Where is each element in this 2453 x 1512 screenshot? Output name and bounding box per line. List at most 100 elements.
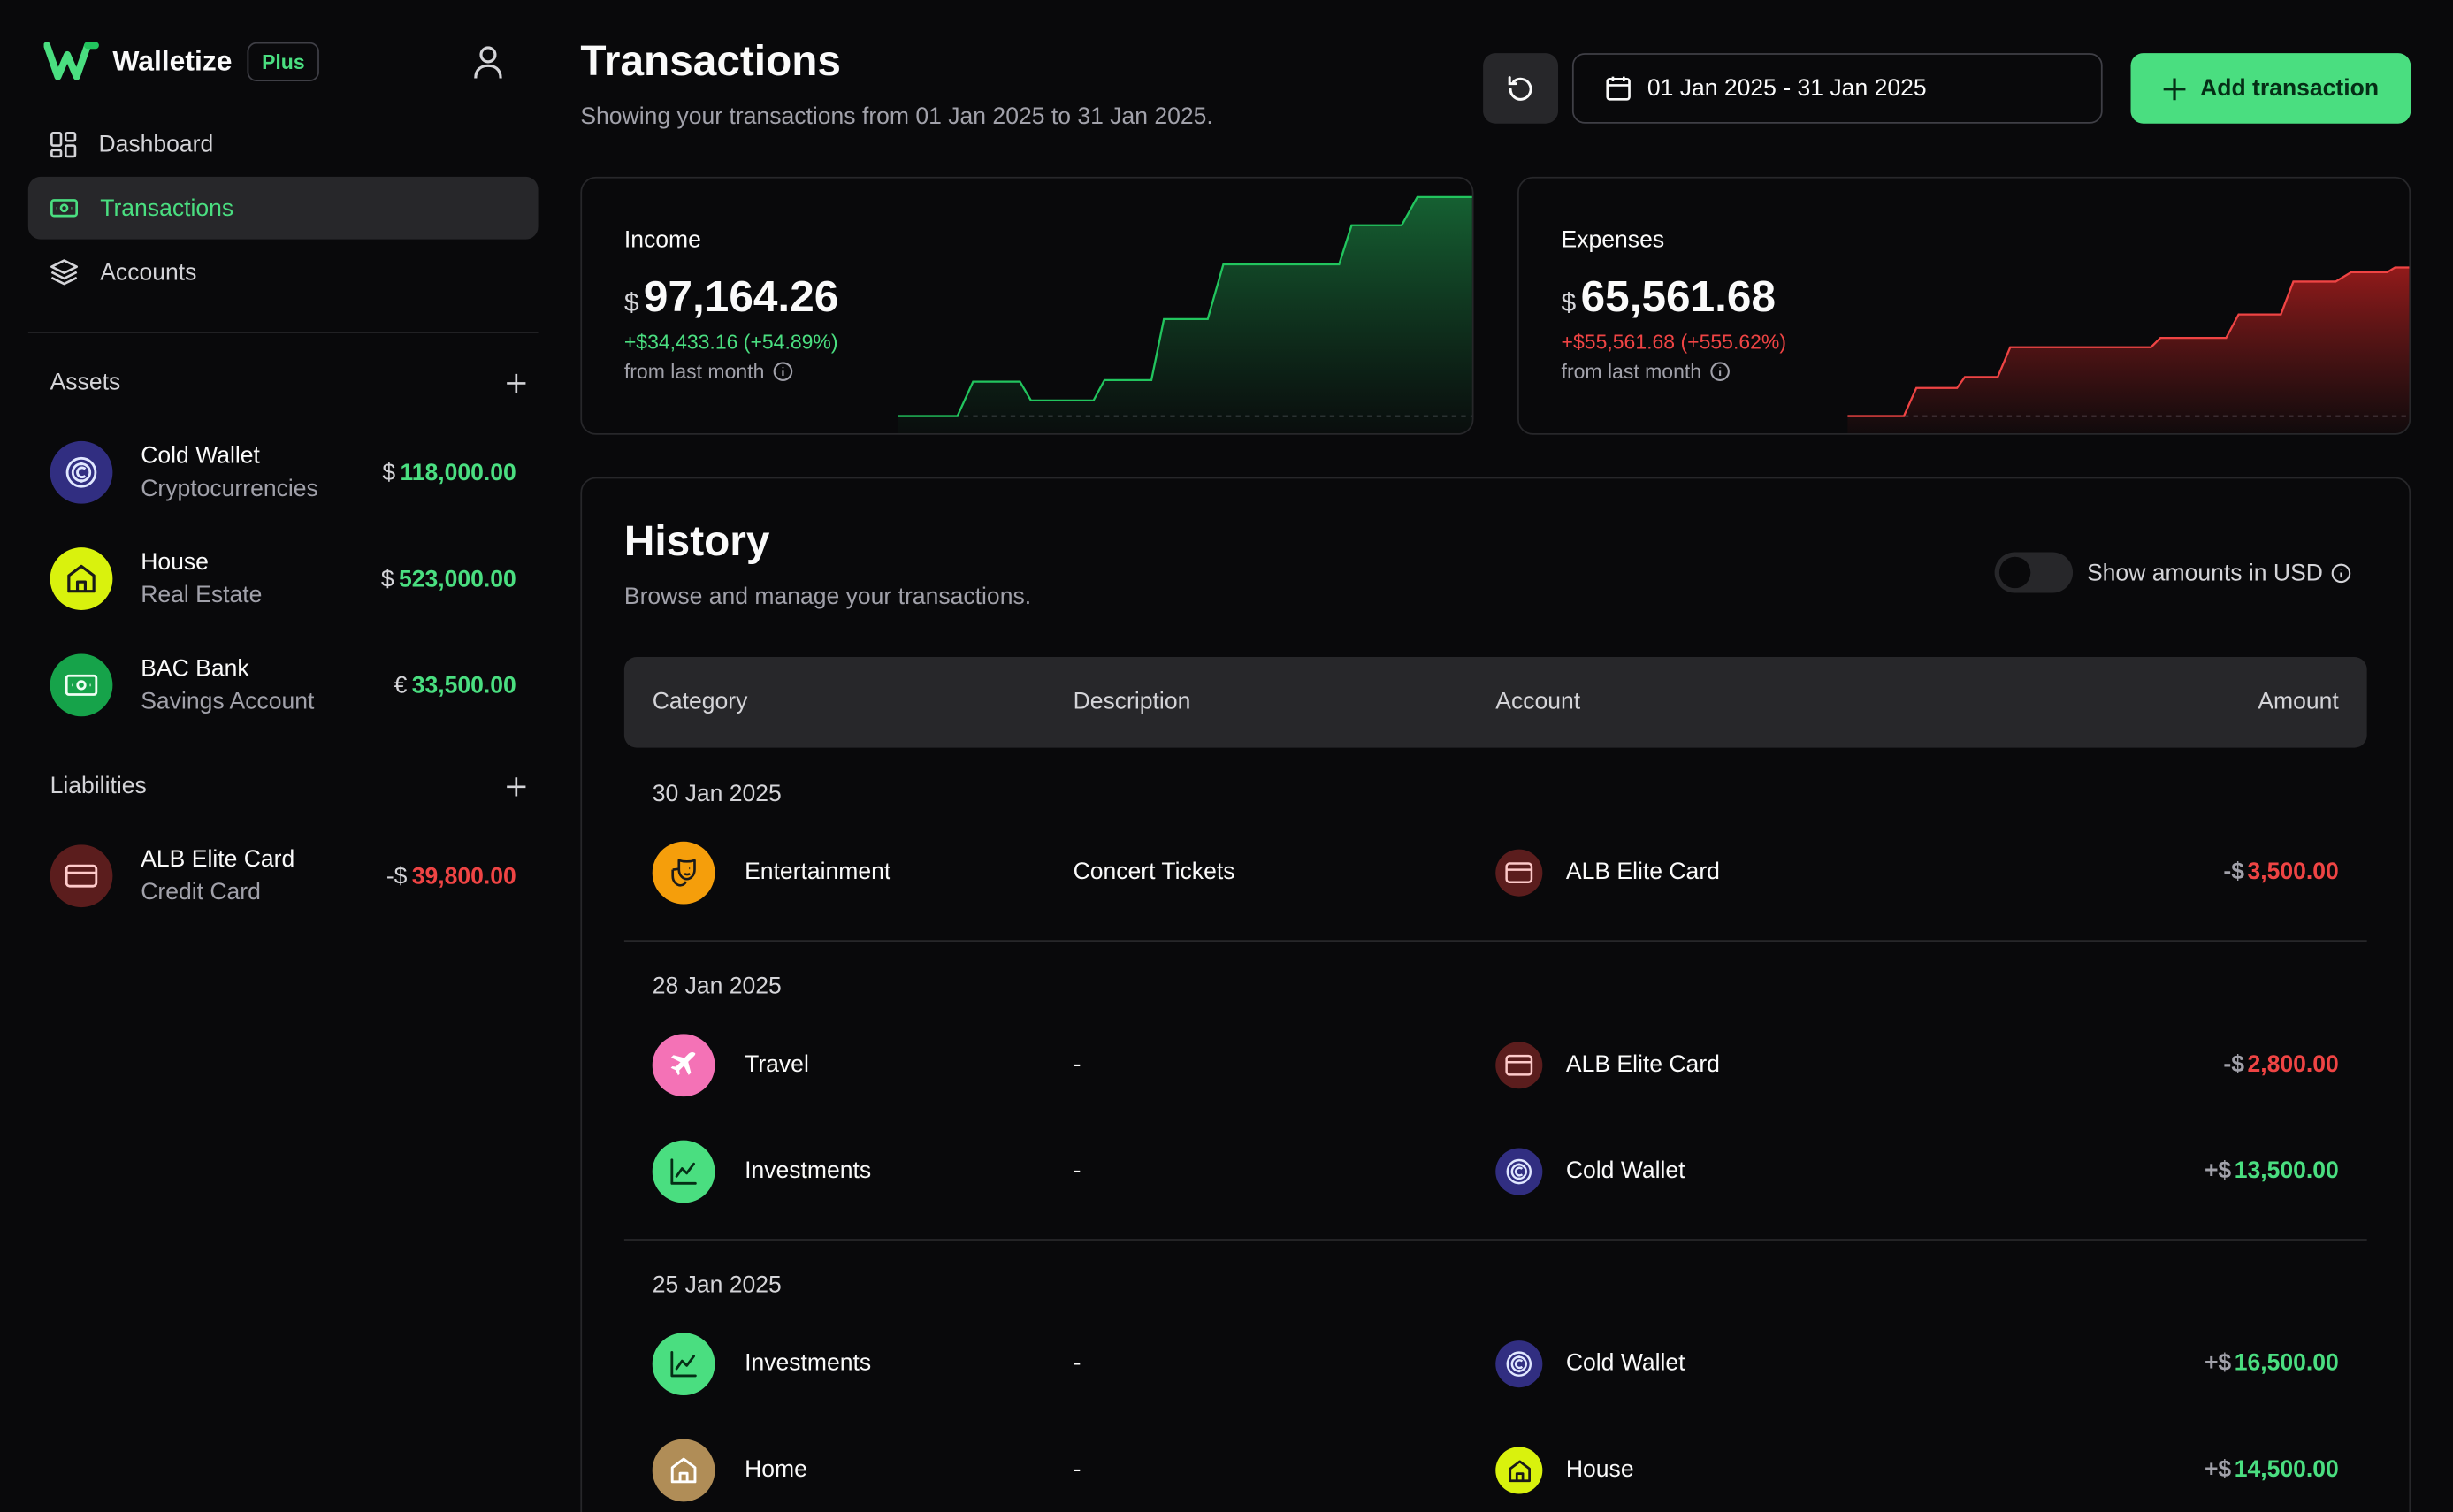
- account-balance: €33,500.00: [394, 671, 516, 699]
- credit-card-icon: [1495, 849, 1543, 897]
- column-header-amount[interactable]: Amount: [2258, 688, 2339, 715]
- usd-toggle-switch[interactable]: [1994, 552, 2074, 593]
- account-item-cold-wallet[interactable]: Cold Wallet Cryptocurrencies $118,000.00: [50, 438, 516, 507]
- account-name: BAC Bank: [141, 655, 249, 683]
- banknote-icon: [50, 199, 79, 218]
- account-balance: $523,000.00: [380, 565, 516, 592]
- column-header-category[interactable]: Category: [652, 688, 748, 715]
- date-group-label: 28 Jan 2025: [652, 973, 782, 1000]
- page-subtitle: Showing your transactions from 01 Jan 20…: [580, 103, 1213, 130]
- date-group-label: 25 Jan 2025: [652, 1271, 782, 1299]
- nav-label: Dashboard: [98, 130, 214, 157]
- assets-header: Assets: [50, 370, 528, 396]
- plan-badge: Plus: [248, 41, 319, 81]
- transaction-amount: -$ 2,800.00: [2223, 1050, 2339, 1078]
- table-header: Category Description Account Amount: [623, 657, 2367, 748]
- brand-name: Walletize: [112, 44, 233, 76]
- add-liability-icon[interactable]: [505, 775, 527, 798]
- plane-icon: [652, 1034, 715, 1097]
- table-row[interactable]: Investments - Cold Wallet +$ 13,500.00: [624, 1137, 2367, 1206]
- table-row[interactable]: Investments - Cold Wallet +$ 16,500.00: [624, 1330, 2367, 1399]
- group-divider: [623, 940, 2367, 942]
- transaction-description: Concert Tickets: [1073, 859, 1235, 886]
- date-range-label: 01 Jan 2025 - 31 Jan 2025: [1647, 74, 1927, 102]
- account-name: ALB Elite Card: [1565, 859, 1720, 886]
- sidebar-divider: [27, 332, 539, 333]
- usd-toggle-group: Show amounts in USD: [1994, 552, 2351, 593]
- layers-icon: [50, 259, 79, 286]
- account-name: House: [141, 548, 209, 577]
- category-name: Investments: [745, 1157, 872, 1185]
- nav-item-transactions[interactable]: Transactions: [27, 176, 539, 240]
- credit-card-icon: [50, 844, 113, 908]
- expenses-sparkline: [1847, 266, 2410, 434]
- category-name: Home: [745, 1456, 807, 1484]
- add-asset-icon[interactable]: [505, 371, 527, 393]
- brand[interactable]: Walletize Plus: [43, 41, 319, 81]
- column-header-account[interactable]: Account: [1495, 688, 1581, 715]
- info-icon[interactable]: [772, 362, 792, 382]
- column-header-description[interactable]: Description: [1073, 688, 1191, 715]
- table-row[interactable]: Home - House +$ 14,500.00: [624, 1436, 2367, 1505]
- transaction-amount: +$ 13,500.00: [2204, 1157, 2339, 1185]
- account-item-bac-bank[interactable]: BAC Bank Savings Account €33,500.00: [50, 651, 516, 720]
- crypto-coin-icon: [1495, 1340, 1543, 1388]
- income-amount: $97,164.26: [623, 271, 839, 321]
- history-panel: History Browse and manage your transacti…: [580, 477, 2411, 1512]
- category-name: Entertainment: [745, 859, 891, 886]
- account-item-alb-elite-card[interactable]: ALB Elite Card Credit Card -$ 39,800.00: [50, 842, 516, 911]
- date-group-label: 30 Jan 2025: [652, 780, 782, 807]
- liabilities-header: Liabilities: [50, 773, 528, 799]
- account-type: Cryptocurrencies: [141, 475, 318, 502]
- main-nav: Dashboard Transactions Accounts: [27, 112, 539, 305]
- transaction-description: -: [1073, 1157, 1081, 1185]
- table-row[interactable]: Entertainment Concert Tickets ALB Elite …: [624, 838, 2367, 907]
- account-name: ALB Elite Card: [1565, 1050, 1720, 1078]
- table-row[interactable]: Travel - ALB Elite Card -$ 2,800.00: [624, 1031, 2367, 1100]
- user-menu-button[interactable]: [470, 44, 507, 81]
- add-transaction-button[interactable]: Add transaction: [2130, 53, 2411, 124]
- date-range-picker[interactable]: 01 Jan 2025 - 31 Jan 2025: [1571, 53, 2103, 124]
- page-title: Transactions: [580, 37, 842, 85]
- history-subtitle: Browse and manage your transactions.: [623, 583, 1032, 610]
- info-icon[interactable]: [1709, 362, 1730, 382]
- dashboard-icon: [50, 131, 77, 157]
- income-card: Income $97,164.26 +$34,433.16 (+54.89%) …: [580, 176, 1474, 435]
- banknote-icon: [50, 653, 113, 717]
- expenses-amount: $65,561.68: [1561, 271, 1777, 321]
- history-title: History: [623, 517, 770, 565]
- account-name: House: [1565, 1456, 1634, 1484]
- chart-line-icon: [652, 1333, 715, 1396]
- transaction-description: -: [1073, 1456, 1081, 1484]
- usd-toggle-label: Show amounts in USD: [2086, 559, 2323, 586]
- calendar-icon: [1606, 76, 1631, 101]
- transaction-amount: +$ 16,500.00: [2204, 1349, 2339, 1377]
- group-divider: [623, 1239, 2367, 1241]
- refresh-button[interactable]: [1483, 53, 1559, 124]
- expenses-card: Expenses $65,561.68 +$55,561.68 (+555.62…: [1517, 176, 2411, 435]
- account-type: Real Estate: [141, 582, 263, 609]
- nav-item-accounts[interactable]: Accounts: [28, 241, 539, 303]
- account-name: ALB Elite Card: [141, 846, 295, 874]
- assets-heading: Assets: [50, 369, 121, 396]
- info-icon[interactable]: [2331, 562, 2351, 583]
- account-name: Cold Wallet: [1565, 1157, 1685, 1185]
- account-balance: -$ 39,800.00: [386, 862, 516, 890]
- nav-label: Accounts: [100, 258, 197, 286]
- account-type: Credit Card: [141, 879, 261, 906]
- user-icon: [474, 46, 502, 79]
- nav-item-dashboard[interactable]: Dashboard: [28, 112, 539, 175]
- add-transaction-label: Add transaction: [2200, 74, 2380, 102]
- home-icon: [50, 547, 113, 610]
- account-item-house[interactable]: House Real Estate $523,000.00: [50, 545, 516, 614]
- income-change: +$34,433.16 (+54.89%): [623, 330, 838, 354]
- transaction-description: -: [1073, 1050, 1081, 1078]
- income-sparkline: [898, 195, 1472, 434]
- home-icon: [1495, 1447, 1543, 1494]
- category-name: Investments: [745, 1349, 872, 1377]
- account-type: Savings Account: [141, 688, 315, 715]
- transaction-amount: +$ 14,500.00: [2204, 1456, 2339, 1484]
- theater-masks-icon: [652, 841, 715, 905]
- expenses-change: +$55,561.68 (+555.62%): [1561, 330, 1787, 354]
- home-icon: [652, 1439, 715, 1502]
